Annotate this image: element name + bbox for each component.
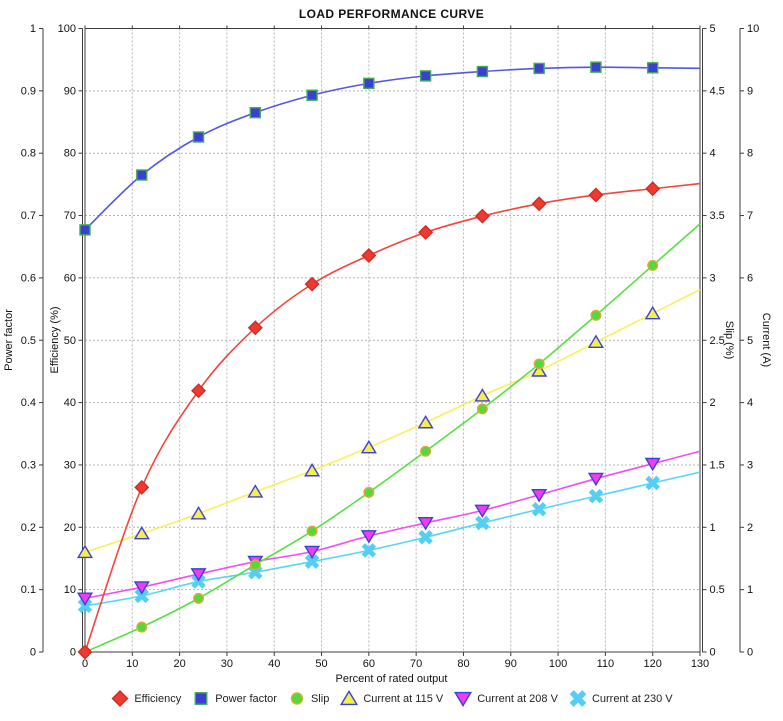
svg-text:0: 0 bbox=[30, 647, 36, 659]
svg-text:20: 20 bbox=[64, 522, 76, 534]
legend-item-current-at-208-v: Current at 208 V bbox=[453, 690, 558, 707]
legend-item-slip: Slip bbox=[287, 690, 329, 707]
svg-text:3: 3 bbox=[747, 459, 753, 471]
svg-text:2: 2 bbox=[747, 522, 753, 534]
series-slip bbox=[79, 223, 701, 658]
triangle-down-legend-icon bbox=[454, 691, 473, 707]
svg-text:2: 2 bbox=[710, 397, 716, 409]
svg-text:5: 5 bbox=[747, 335, 753, 347]
svg-text:30: 30 bbox=[64, 459, 76, 471]
circle-legend-icon bbox=[290, 692, 304, 705]
svg-text:2.5: 2.5 bbox=[710, 335, 725, 347]
svg-text:0.2: 0.2 bbox=[21, 522, 36, 534]
svg-text:0.4: 0.4 bbox=[21, 397, 36, 409]
svg-text:9: 9 bbox=[747, 85, 753, 97]
svg-text:80: 80 bbox=[457, 658, 469, 670]
svg-text:0: 0 bbox=[747, 647, 753, 659]
series-current-at-115-v bbox=[76, 288, 701, 559]
svg-text:80: 80 bbox=[64, 148, 76, 160]
svg-text:90: 90 bbox=[505, 658, 517, 670]
svg-text:4: 4 bbox=[747, 397, 753, 409]
triangle-up-legend-icon bbox=[340, 690, 359, 706]
legend-item-efficiency: Efficiency bbox=[110, 690, 181, 707]
svg-text:0: 0 bbox=[710, 647, 716, 659]
svg-text:10: 10 bbox=[126, 658, 138, 670]
svg-text:70: 70 bbox=[64, 210, 76, 222]
x-axis-title: Percent of rated output bbox=[335, 673, 448, 685]
svg-text:0.1: 0.1 bbox=[21, 584, 36, 596]
svg-text:90: 90 bbox=[64, 85, 76, 97]
svg-text:0.8: 0.8 bbox=[21, 148, 36, 160]
y-axis-title-power-factor: Power factor bbox=[3, 309, 15, 371]
legend-label: Power factor bbox=[215, 692, 277, 705]
legend-label: Efficiency bbox=[134, 692, 182, 705]
legend-label: Slip bbox=[310, 692, 330, 705]
legend: Efficiency Power factor Slip Current at 115… bbox=[0, 690, 783, 707]
legend-item-current-at-230-v: Current at 230 V bbox=[568, 690, 673, 707]
y-axis-title-slip: Slip (%) bbox=[723, 320, 735, 360]
svg-text:1.5: 1.5 bbox=[710, 459, 725, 471]
svg-text:0: 0 bbox=[82, 658, 88, 670]
svg-text:20: 20 bbox=[173, 658, 185, 670]
svg-text:0.7: 0.7 bbox=[21, 210, 36, 222]
svg-text:40: 40 bbox=[268, 658, 280, 670]
svg-text:1: 1 bbox=[710, 522, 716, 534]
svg-text:8: 8 bbox=[747, 148, 753, 160]
svg-text:130: 130 bbox=[691, 658, 709, 670]
chart-title: LOAD PERFORMANCE CURVE bbox=[298, 7, 485, 21]
series-current-at-230-v bbox=[77, 471, 701, 614]
svg-text:50: 50 bbox=[315, 658, 327, 670]
svg-text:6: 6 bbox=[747, 272, 753, 284]
svg-text:30: 30 bbox=[221, 658, 233, 670]
x-axis: 0 10 20 30 40 50 60 70 80 90 100 110 120 130 bbox=[82, 652, 709, 670]
y-axis-efficiency-: 0 10 20 30 40 50 60 70 80 90 100 bbox=[58, 23, 83, 659]
legend-item-current-at-115-v: Current at 115 V bbox=[339, 690, 443, 707]
legend-label: Current at 230 V bbox=[591, 692, 673, 705]
y-axis-slip-: 0 0.5 1 1.5 2 2.5 3 3.5 4 4.5 5 bbox=[702, 23, 725, 659]
svg-text:5: 5 bbox=[710, 23, 716, 35]
legend-item-power-factor: Power factor bbox=[191, 690, 277, 707]
svg-text:3: 3 bbox=[710, 272, 716, 284]
svg-text:0.6: 0.6 bbox=[21, 272, 36, 284]
square-legend-icon bbox=[194, 692, 208, 705]
svg-text:100: 100 bbox=[549, 658, 567, 670]
svg-text:0: 0 bbox=[70, 647, 76, 659]
svg-text:110: 110 bbox=[597, 658, 615, 670]
svg-text:0.5: 0.5 bbox=[21, 335, 36, 347]
svg-text:40: 40 bbox=[64, 397, 76, 409]
y-axis-title-current: Current (A) bbox=[760, 312, 772, 368]
y-axis-current-a-: 0 1 2 3 4 5 6 7 8 9 10 bbox=[739, 23, 759, 659]
svg-text:100: 100 bbox=[58, 23, 76, 35]
plot-border bbox=[84, 28, 701, 653]
legend-label: Current at 115 V bbox=[363, 692, 444, 705]
svg-text:50: 50 bbox=[64, 335, 76, 347]
legend-label: Current at 208 V bbox=[477, 692, 558, 705]
svg-text:120: 120 bbox=[644, 658, 662, 670]
svg-text:70: 70 bbox=[410, 658, 422, 670]
svg-text:4: 4 bbox=[710, 148, 716, 160]
svg-text:60: 60 bbox=[64, 272, 76, 284]
series-efficiency bbox=[77, 181, 701, 660]
svg-text:0.3: 0.3 bbox=[21, 459, 36, 471]
series-current-at-208-v bbox=[76, 450, 701, 606]
svg-text:10: 10 bbox=[747, 23, 759, 35]
svg-text:4.5: 4.5 bbox=[710, 85, 725, 97]
x-legend-icon bbox=[569, 690, 587, 707]
diamond-legend-icon bbox=[111, 690, 129, 707]
y-axis-power-factor: 0 0.1 0.2 0.3 0.4 0.5 0.6 0.7 0.8 0.9 1 bbox=[21, 23, 44, 659]
series-power-factor bbox=[79, 61, 701, 236]
svg-text:0.9: 0.9 bbox=[21, 85, 36, 97]
svg-text:10: 10 bbox=[64, 584, 76, 596]
svg-text:1: 1 bbox=[30, 23, 36, 35]
svg-text:1: 1 bbox=[747, 584, 753, 596]
svg-text:7: 7 bbox=[747, 210, 753, 222]
svg-text:0.5: 0.5 bbox=[710, 584, 725, 596]
svg-text:3.5: 3.5 bbox=[710, 210, 725, 222]
y-axis-title-efficiency: Efficiency (%) bbox=[49, 306, 61, 374]
svg-text:60: 60 bbox=[363, 658, 375, 670]
gridlines bbox=[85, 28, 700, 652]
